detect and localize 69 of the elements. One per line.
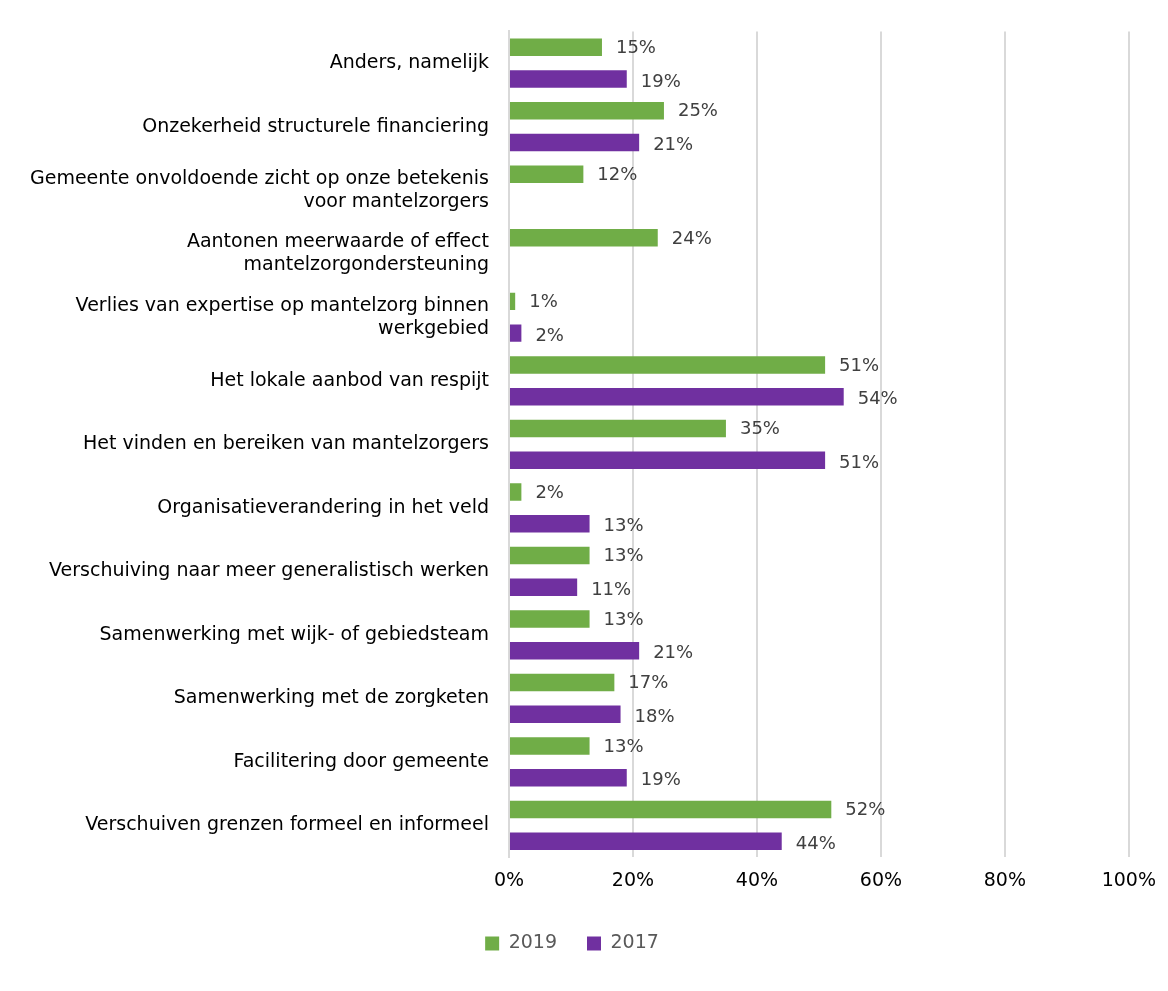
data-label: 51%: [839, 450, 880, 472]
bar: [509, 769, 627, 787]
y-tick-label: Verlies van expertise op mantelzorg binnen werkgebied: [75, 292, 489, 338]
bar: [509, 642, 640, 660]
y-tick-label: Gemeente onvoldoende zicht op onze betekenis voor mantelzorgers: [29, 165, 489, 211]
bar: [509, 102, 664, 120]
bar: [509, 38, 602, 57]
y-tick-label: Samenwerking met de zorgketen: [173, 685, 489, 708]
y-tick-label: Het lokale aanbod van respijt: [210, 367, 489, 390]
y-tick-label: Facilitering door gemeente: [233, 748, 489, 771]
y-tick-label: Samenwerking met wijk- of gebiedsteam: [99, 621, 489, 644]
bar: [509, 546, 590, 565]
data-label: 51%: [839, 353, 880, 375]
data-label: 12%: [597, 163, 638, 184]
bar: [509, 737, 590, 755]
y-tick-label: Het vinden en bereiken van mantelzorgers: [83, 431, 489, 454]
legend-label: 2017: [610, 930, 659, 953]
y-tick-label: Verschuiving naar meer generalistisch werken: [49, 558, 489, 581]
y-tick-label: Verschuiven grenzen formeel en informeel: [85, 812, 489, 835]
bar: [509, 800, 832, 819]
bar: [509, 673, 615, 692]
bar: [509, 387, 844, 406]
bar: [509, 483, 522, 501]
x-tick-label: 40%: [735, 867, 779, 890]
bar: [509, 514, 590, 533]
legend-label: 2019: [508, 930, 558, 953]
bar: [509, 419, 726, 438]
bar: [509, 705, 621, 724]
data-label: 19%: [640, 69, 681, 91]
bar: [509, 70, 627, 88]
data-label: 13%: [603, 734, 644, 756]
data-label: 11%: [591, 577, 632, 599]
data-label: 25%: [677, 99, 718, 121]
data-label: 2%: [535, 323, 564, 345]
bar: [509, 451, 826, 469]
data-label: 17%: [628, 671, 669, 693]
data-label: 2%: [535, 480, 564, 502]
bar: [509, 832, 782, 851]
bar: [509, 356, 826, 374]
y-tick-label: Anders, namelijk: [329, 50, 489, 73]
y-tick-label: Aantonen meerwaarde of effect mantelzorgondersteuning: [186, 229, 489, 275]
data-label: 13%: [603, 544, 644, 566]
bar: [509, 610, 590, 628]
data-label: 24%: [671, 226, 712, 248]
x-tick-label: 60%: [859, 867, 903, 890]
data-label: 15%: [615, 35, 656, 57]
data-label: 21%: [653, 641, 694, 663]
data-label: 54%: [857, 387, 898, 409]
x-tick-label: 20%: [611, 867, 655, 890]
bar: [509, 133, 640, 152]
y-tick-label: Onzekerheid structurele financiering: [142, 113, 489, 136]
data-label: 1%: [529, 290, 558, 312]
bar: [509, 324, 522, 342]
bar: [509, 292, 516, 311]
data-label: 13%: [603, 514, 644, 536]
data-label: 21%: [653, 133, 694, 155]
y-tick-label: Organisatieverandering in het veld: [157, 494, 489, 517]
x-tick-label: 100%: [1101, 867, 1156, 890]
bar: [509, 578, 578, 596]
data-label: 52%: [845, 798, 886, 820]
data-label: 18%: [634, 704, 675, 726]
x-tick-label: 0%: [493, 867, 525, 890]
bar: [509, 229, 658, 247]
data-label: 35%: [739, 417, 780, 439]
data-label: 13%: [603, 607, 644, 629]
data-label: 44%: [795, 831, 836, 853]
bar: [509, 165, 584, 184]
x-tick-label: 80%: [983, 867, 1026, 890]
data-label: 19%: [640, 768, 681, 790]
